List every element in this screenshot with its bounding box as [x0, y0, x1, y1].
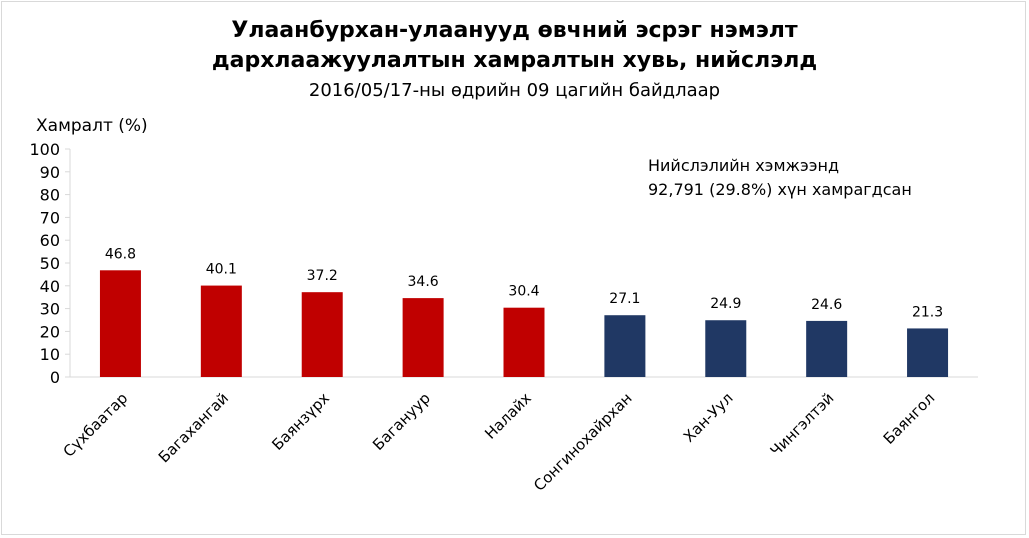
- data-label: 30.4: [508, 284, 539, 300]
- x-tick-label: Налайх: [481, 389, 535, 443]
- data-label: 34.6: [408, 274, 439, 290]
- y-axis-label: Хамралт (%): [36, 116, 148, 136]
- x-tick-label: Сонгинохайрхан: [530, 389, 636, 495]
- annotation-line-1: Нийслэлийн хэмжээнд: [648, 156, 840, 175]
- y-tick-label: 70: [40, 208, 60, 227]
- y-tick-label: 40: [40, 277, 60, 296]
- chart-title-line-2: дархлаажуулалтын хамралтын хувь, нийслэл…: [211, 48, 818, 73]
- data-label: 24.6: [811, 297, 842, 313]
- bar: [705, 320, 747, 377]
- y-tick-label: 90: [40, 163, 60, 182]
- bar: [301, 292, 343, 377]
- bar: [402, 298, 444, 377]
- y-tick-label: 80: [40, 186, 60, 205]
- x-tick-label: Багахангай: [155, 389, 232, 466]
- y-tick-label: 0: [50, 368, 60, 387]
- data-label: 40.1: [206, 262, 237, 278]
- bar: [503, 307, 545, 377]
- bar: [99, 270, 141, 377]
- bar: [604, 315, 646, 377]
- chart-subtitle: 2016/05/17-ны өдрийн 09 цагийн байдлаар: [308, 80, 721, 101]
- x-tick-label: Чингэлтэй: [767, 389, 838, 460]
- x-tick-label: Сүхбаатар: [60, 389, 132, 461]
- y-tick-label: 30: [40, 300, 60, 319]
- x-tick-label: Баянзүрх: [268, 389, 333, 454]
- annotation-line-2: 92,791 (29.8%) хүн хамрагдсан: [648, 180, 912, 199]
- data-label: 21.3: [912, 304, 943, 320]
- bar: [806, 320, 848, 377]
- data-label: 24.9: [710, 296, 741, 312]
- y-tick-label: 20: [40, 322, 60, 341]
- y-tick-label: 50: [40, 254, 60, 273]
- bar: [200, 285, 242, 377]
- x-tick-label: Хан-Уул: [680, 389, 737, 446]
- data-label: 37.2: [307, 268, 338, 284]
- annotation: Нийслэлийн хэмжээнд 92,791 (29.8%) хүн х…: [648, 154, 912, 202]
- y-tick-label: 10: [40, 345, 60, 364]
- x-tick-label: Баянгол: [880, 389, 939, 448]
- data-label: 46.8: [105, 246, 136, 262]
- data-label: 27.1: [609, 291, 640, 307]
- y-tick-label: 60: [40, 231, 60, 250]
- y-tick-label: 100: [29, 140, 60, 159]
- x-tick-label: Багануур: [369, 389, 434, 454]
- bar: [907, 328, 949, 377]
- chart-title-line-1: Улаанбурхан-улаанууд өвчний эсрэг нэмэлт: [231, 18, 798, 43]
